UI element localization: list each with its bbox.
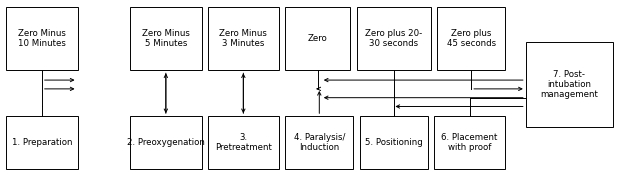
FancyBboxPatch shape: [285, 116, 353, 169]
FancyBboxPatch shape: [526, 42, 613, 127]
FancyBboxPatch shape: [434, 116, 505, 169]
FancyBboxPatch shape: [208, 7, 279, 70]
FancyBboxPatch shape: [360, 116, 428, 169]
FancyBboxPatch shape: [6, 7, 78, 70]
Text: 5. Positioning: 5. Positioning: [365, 138, 423, 147]
Text: 7. Post-
intubation
management: 7. Post- intubation management: [540, 70, 598, 99]
FancyBboxPatch shape: [130, 7, 202, 70]
FancyBboxPatch shape: [6, 116, 78, 169]
FancyBboxPatch shape: [356, 7, 431, 70]
Text: 2. Preoxygenation: 2. Preoxygenation: [127, 138, 205, 147]
Text: Zero Minus
10 Minutes: Zero Minus 10 Minutes: [18, 29, 66, 48]
FancyBboxPatch shape: [285, 7, 350, 70]
Text: 4. Paralysis/
Induction: 4. Paralysis/ Induction: [294, 133, 345, 152]
Text: Zero: Zero: [308, 34, 327, 43]
FancyBboxPatch shape: [437, 7, 505, 70]
FancyBboxPatch shape: [130, 116, 202, 169]
Text: Zero plus 20-
30 seconds: Zero plus 20- 30 seconds: [365, 29, 422, 48]
Text: Zero Minus
5 Minutes: Zero Minus 5 Minutes: [142, 29, 190, 48]
FancyBboxPatch shape: [208, 116, 279, 169]
Text: 1. Preparation: 1. Preparation: [12, 138, 72, 147]
Text: Zero Minus
3 Minutes: Zero Minus 3 Minutes: [219, 29, 267, 48]
Text: 3.
Pretreatment: 3. Pretreatment: [215, 133, 272, 152]
Text: 6. Placement
with proof: 6. Placement with proof: [441, 133, 498, 152]
Text: Zero plus
45 seconds: Zero plus 45 seconds: [446, 29, 496, 48]
